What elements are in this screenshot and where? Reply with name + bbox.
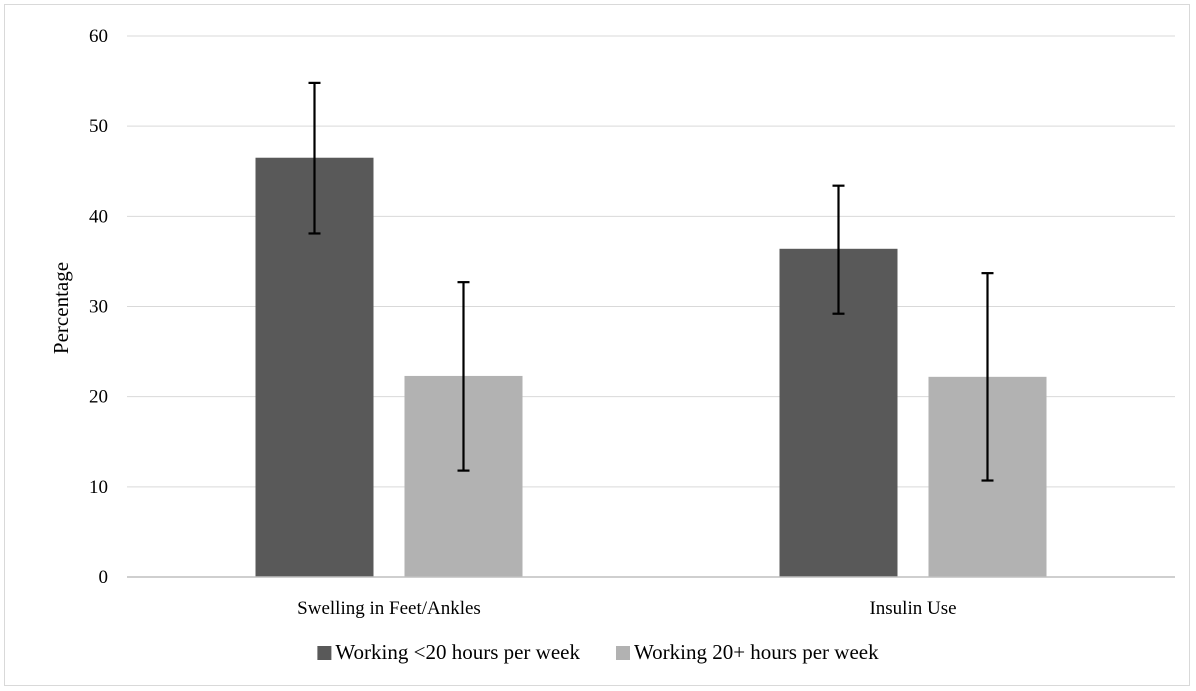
legend-label: Working <20 hours per week xyxy=(335,640,580,664)
y-tick-label: 20 xyxy=(89,387,108,408)
y-tick-label: 60 xyxy=(89,26,108,47)
legend-label: Working 20+ hours per week xyxy=(634,640,879,664)
legend-swatch xyxy=(317,646,332,660)
y-tick-label: 40 xyxy=(89,206,108,227)
x-tick-label: Swelling in Feet/Ankles xyxy=(297,598,481,619)
x-tick-label: Insulin Use xyxy=(869,598,956,619)
bars xyxy=(255,157,1047,577)
error-bars xyxy=(308,81,994,482)
y-tick-label: 10 xyxy=(89,477,108,498)
legend-swatch xyxy=(616,646,630,660)
legend: Working <20 hours per week Working 20+ ho… xyxy=(317,640,879,664)
y-tick-label: 30 xyxy=(89,297,108,318)
y-axis-title: Percentage xyxy=(49,262,73,354)
y-tick-label: 0 xyxy=(99,567,109,588)
axes: 0 10 20 30 40 50 60 Swelling in Feet/Ankles Insu… xyxy=(89,26,1175,619)
y-tick-label: 50 xyxy=(89,116,108,137)
